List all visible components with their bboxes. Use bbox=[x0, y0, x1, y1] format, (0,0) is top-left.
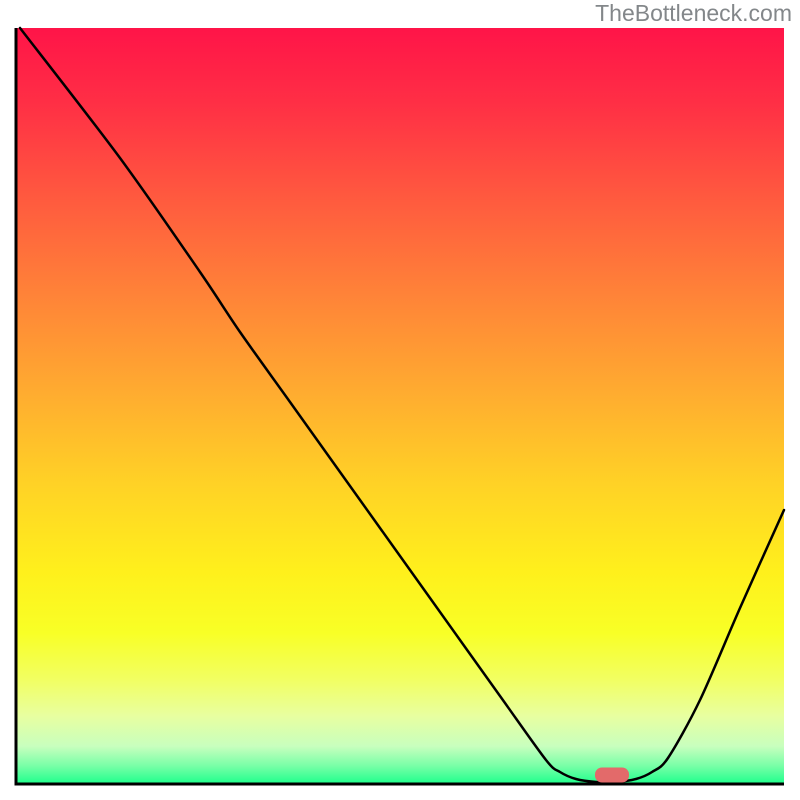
optimal-marker bbox=[595, 768, 629, 783]
chart-container: TheBottleneck.com bbox=[0, 0, 800, 800]
bottleneck-curve-chart bbox=[0, 0, 800, 800]
chart-background bbox=[16, 28, 784, 784]
watermark-text: TheBottleneck.com bbox=[595, 0, 792, 27]
